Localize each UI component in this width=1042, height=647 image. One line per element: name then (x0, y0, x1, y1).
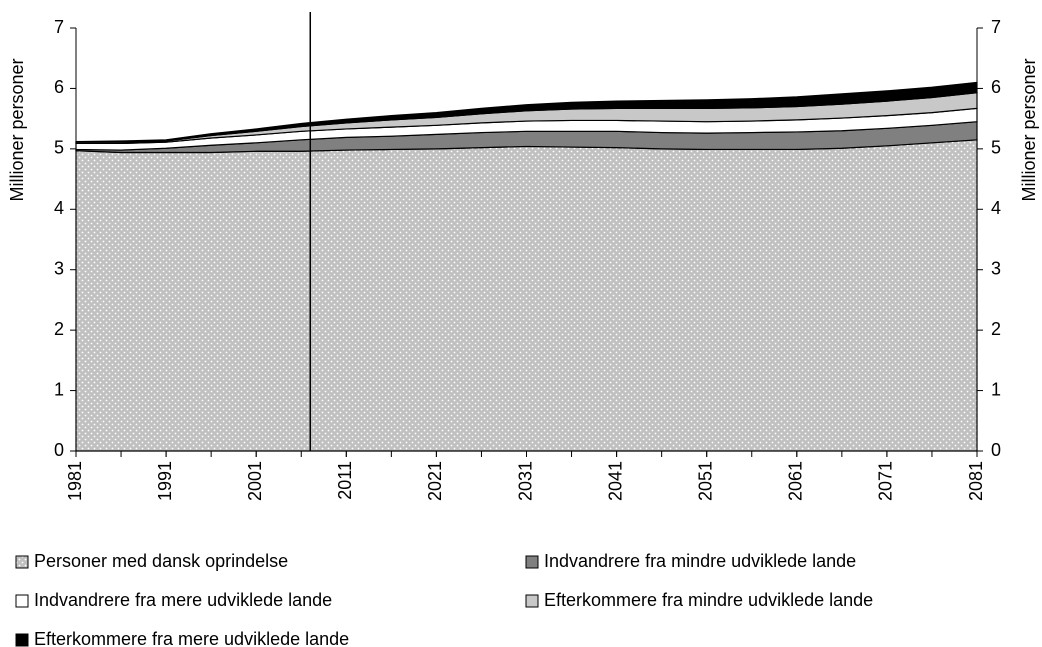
y-tick-label: 2 (54, 319, 64, 339)
legend-swatch (525, 594, 539, 608)
legend-swatch (15, 555, 29, 569)
x-tick-label: 2071 (876, 461, 896, 501)
legend-swatch (525, 555, 539, 569)
x-tick-label: 2031 (515, 461, 535, 501)
y-tick-label: 6 (54, 77, 64, 97)
legend-label: Personer med dansk oprindelse (34, 551, 288, 571)
x-tick-label: 2061 (786, 461, 806, 501)
x-tick-label: 1991 (155, 461, 175, 501)
legend-swatch (15, 594, 29, 608)
y-tick-label: 3 (54, 258, 64, 278)
x-tick-label: 2011 (335, 461, 355, 500)
legend-label: Efterkommere fra mere udviklede lande (34, 629, 349, 647)
y2-tick-label: 3 (991, 258, 1001, 278)
y-tick-label: 5 (54, 138, 64, 158)
y2-tick-label: 2 (991, 319, 1001, 339)
y-axis-title: Millioner personer (7, 58, 27, 201)
legend: Personer med dansk oprindelse Indvandrere… (15, 551, 873, 647)
y-tick-label: 7 (54, 17, 64, 37)
y2-tick-label: 5 (991, 138, 1001, 158)
legend-swatch (15, 633, 29, 647)
y2-tick-label: 4 (991, 198, 1001, 218)
y-tick-label: 1 (54, 379, 64, 399)
x-tick-label: 2081 (966, 461, 986, 501)
y2-axis-title: Millioner personer (1019, 58, 1039, 201)
legend-label: Indvandrere fra mere udviklede lande (34, 590, 332, 610)
y-tick-label: 0 (54, 440, 64, 460)
legend-label: Efterkommere fra mindre udviklede lande (544, 590, 873, 610)
y2-tick-label: 0 (991, 440, 1001, 460)
legend-label: Indvandrere fra mindre udviklede lande (544, 551, 856, 571)
x-tick-label: 2021 (425, 461, 445, 501)
x-tick-label: 2041 (605, 461, 625, 501)
x-tick-label: 1981 (65, 461, 85, 501)
x-tick-label: 2001 (245, 461, 265, 501)
x-tick-label: 2051 (695, 461, 715, 501)
y-tick-label: 4 (54, 198, 64, 218)
y2-tick-label: 1 (991, 379, 1001, 399)
y2-tick-label: 7 (991, 17, 1001, 37)
area (75, 139, 978, 452)
y2-tick-label: 6 (991, 77, 1001, 97)
